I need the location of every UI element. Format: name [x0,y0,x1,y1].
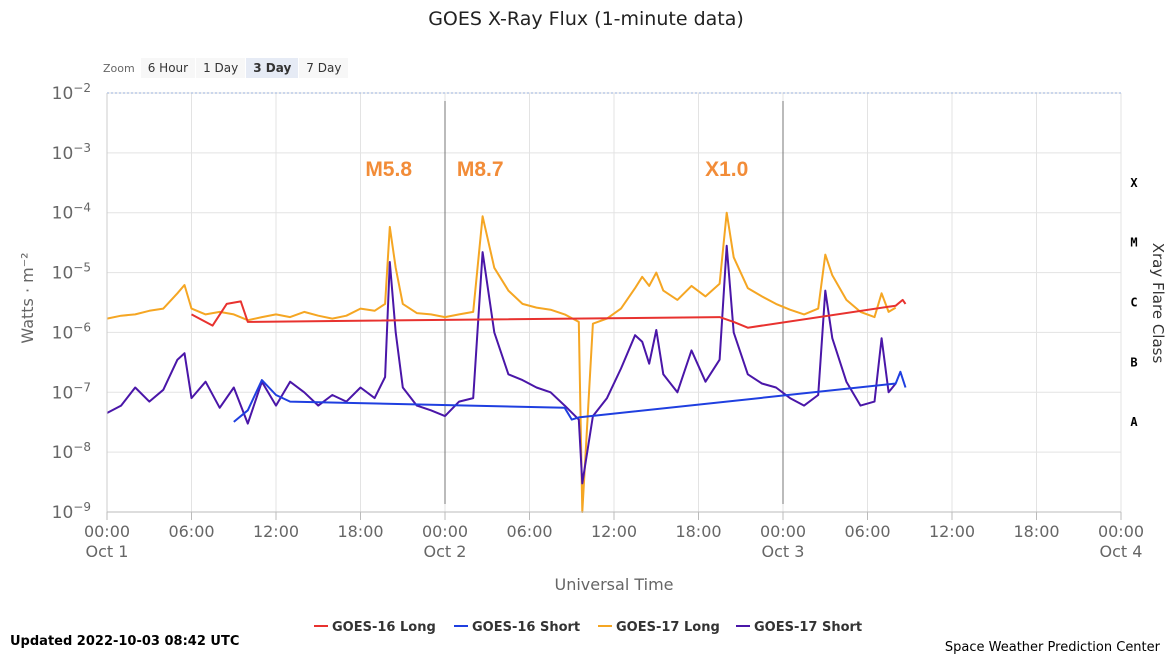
x-tick-label: 12:00 [929,522,975,541]
x-date-label: Oct 2 [424,542,467,561]
zoom-1-day-button[interactable]: 1 Day [196,58,246,78]
updated-timestamp: Updated 2022-10-03 08:42 UTC [10,634,240,649]
zoom-7-day-button[interactable]: 7 Day [299,58,349,78]
x-tick-label: 06:00 [844,522,890,541]
x-tick-label: 12:00 [253,522,299,541]
x-tick-label: 00:00 [760,522,806,541]
y-tick-label: 10−8 [52,440,91,463]
legend-item: GOES-17 Long [616,620,720,635]
flare-class-label: B [1130,355,1137,369]
chart-title: GOES X-Ray Flux (1-minute data) [428,8,744,30]
y-tick-label: 10−5 [52,261,91,284]
series-line-goes-17-short [106,244,897,485]
x-tick-label: 06:00 [168,522,214,541]
flare-annotation: M8.7 [457,158,504,181]
x-axis-label: Universal Time [554,575,673,594]
x-tick-label: 18:00 [1013,522,1059,541]
x-tick-label: 00:00 [84,522,130,541]
x-date-label: Oct 3 [762,542,805,561]
series-line-goes-17-long [106,211,897,513]
flare-annotation: X1.0 [705,158,748,181]
flare-class-label: M [1130,236,1137,250]
x-tick-label: 18:00 [337,522,383,541]
x-tick-label: 00:00 [1098,522,1144,541]
legend-item: GOES-16 Short [472,620,580,635]
x-tick-label: 00:00 [422,522,468,541]
y-tick-label: 10−9 [52,500,91,523]
legend-item: GOES-16 Long [332,620,436,635]
series-line-goes-16-short [233,370,907,423]
x-tick-label: 06:00 [506,522,552,541]
grid [106,92,1122,513]
flare-annotation: M5.8 [365,158,412,181]
zoom-3-day-button[interactable]: 3 Day [246,58,299,78]
x-tick-label: 12:00 [591,522,637,541]
zoom-bar: Zoom 6 Hour 1 Day 3 Day 7 Day [103,57,349,79]
y-tick-label: 10−6 [52,320,91,343]
y-tick-label: 10−2 [52,81,91,104]
y-tick-label: 10−4 [52,201,91,224]
x-date-label: Oct 4 [1100,542,1143,561]
y-tick-label: 10−3 [52,141,91,164]
right-axis-label: Xray Flare Class [1149,243,1167,364]
legend[interactable]: GOES-16 Long GOES-16 Short GOES-17 Long GOE… [314,620,862,635]
zoom-6-hour-button[interactable]: 6 Hour [140,58,196,78]
y-tick-label: 10−7 [52,380,91,403]
flare-annotations: M5.8 M8.7 X1.0 [365,158,748,181]
x-tick-label: 18:00 [675,522,721,541]
day-boundaries [444,101,784,504]
axes: 10−910−810−710−610−510−410−310−200:00Oct… [52,81,1144,561]
credit-text: Space Weather Prediction Center [944,640,1160,655]
series-lines [106,211,907,513]
series-line-goes-16-long [191,298,907,329]
y-axis-label: Watts · m⁻² [18,252,37,343]
zoom-label: Zoom [103,61,135,75]
flare-class-label: A [1130,415,1138,429]
x-date-label: Oct 1 [86,542,129,561]
flare-class-label: X [1130,176,1138,190]
legend-item: GOES-17 Short [754,620,862,635]
flare-class-label: C [1130,296,1137,310]
